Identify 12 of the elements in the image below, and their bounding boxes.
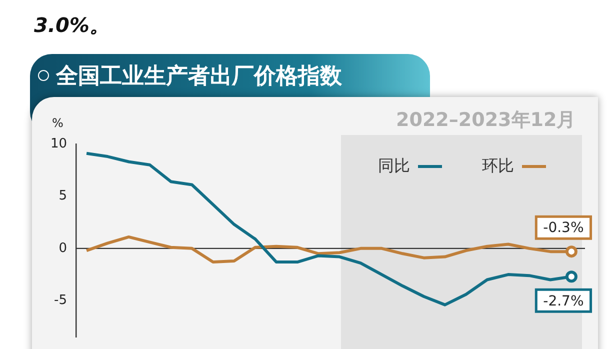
legend-label: 环比 [482, 156, 514, 177]
y-tick-label: 0 [58, 240, 67, 256]
text: 3.0%。 [34, 12, 110, 39]
data-label: -0.3% [543, 220, 584, 236]
data-label: -2.7% [543, 293, 584, 310]
y-tick-label: 5 [58, 188, 67, 204]
legend-label: 同比 [378, 156, 410, 177]
y-tick-label: -5 [54, 293, 67, 308]
chart-title: 全国工业生产者出厂价格指数 [56, 63, 342, 91]
y-axis-title: % [52, 116, 64, 130]
y-tick-label: 10 [50, 136, 67, 152]
chart-subtitle: 2022–2023年12月 [396, 108, 576, 133]
